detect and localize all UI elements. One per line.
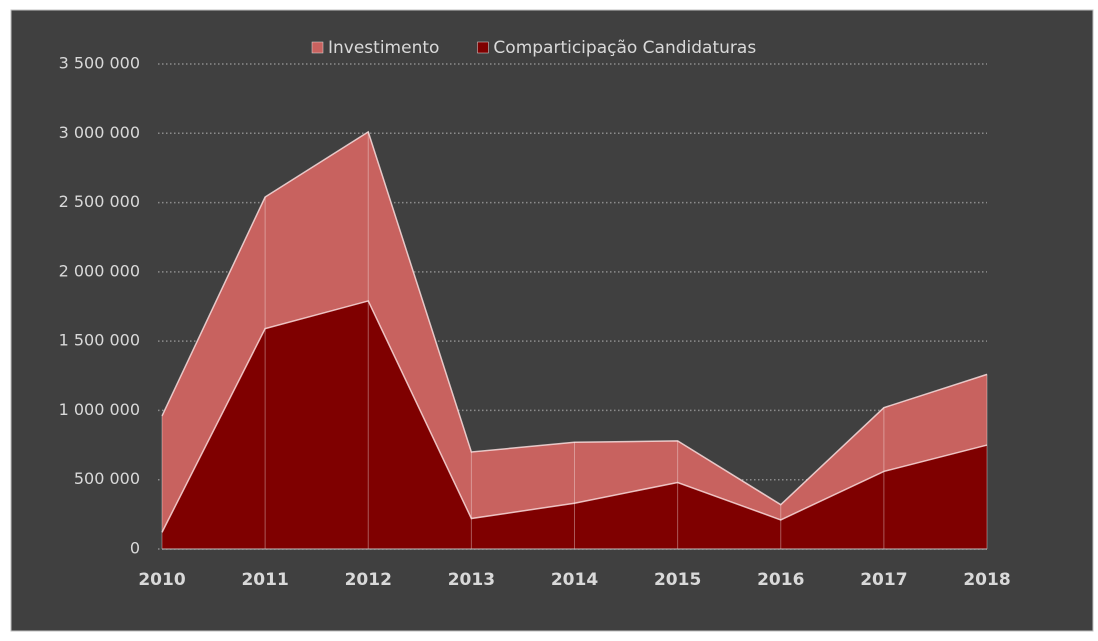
x-tick-label: 2012 <box>345 570 392 590</box>
x-tick-label: 2016 <box>757 570 804 590</box>
y-tick-label: 3 000 000 <box>59 123 140 142</box>
area-edge <box>161 300 988 533</box>
x-tick-label: 2014 <box>551 570 598 590</box>
legend-label: Investimento <box>328 38 439 58</box>
y-tick-label: 1 500 000 <box>59 331 140 350</box>
x-tick-label: 2017 <box>860 570 907 590</box>
x-tick-label: 2011 <box>241 570 288 590</box>
x-tick-label: 2015 <box>654 570 701 590</box>
y-tick-label: 3 500 000 <box>59 54 140 73</box>
y-tick-label: 0 <box>130 539 140 558</box>
legend-label: Comparticipação Candidaturas <box>493 38 756 58</box>
y-tick-label: 500 000 <box>74 469 140 488</box>
y-tick-label: 2 000 000 <box>59 261 140 280</box>
x-tick-label: 2018 <box>963 570 1010 590</box>
area <box>162 300 987 549</box>
y-tick-label: 1 000 000 <box>59 400 140 419</box>
area-edge <box>161 130 988 506</box>
legend-swatch <box>477 41 489 54</box>
y-tick-label: 2 500 000 <box>59 192 140 211</box>
x-tick-label: 2010 <box>138 570 185 590</box>
x-tick-label: 2013 <box>448 570 495 590</box>
legend-swatch <box>311 41 324 54</box>
